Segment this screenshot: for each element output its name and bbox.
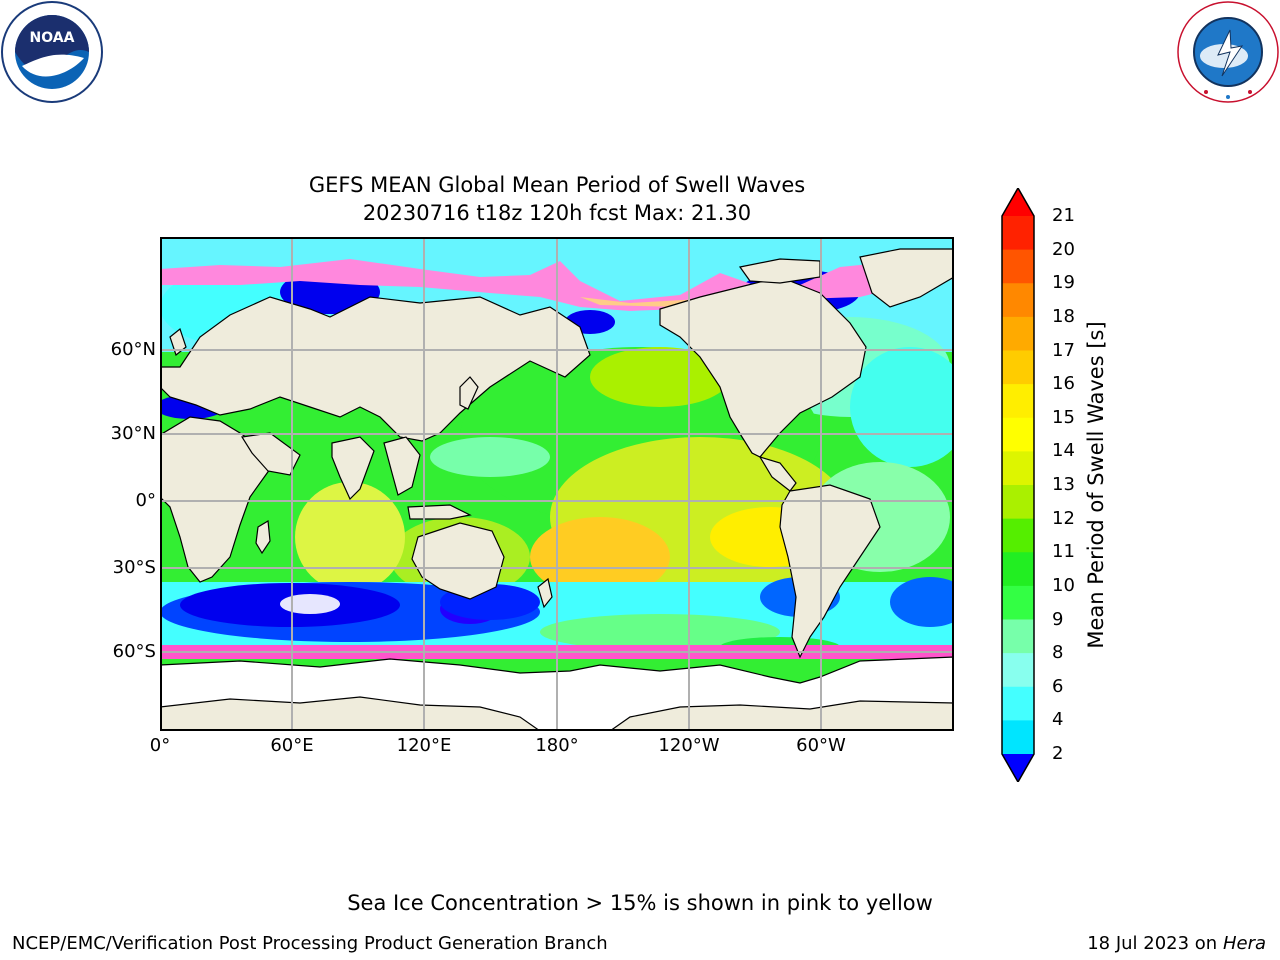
colorbar-segment xyxy=(1002,485,1034,520)
colorbar-segment xyxy=(1002,384,1034,419)
colorbar-tick-label: 19 xyxy=(1052,272,1075,294)
lon-label: 180° xyxy=(535,735,579,756)
colorbar-tick-label: 14 xyxy=(1052,440,1075,462)
colorbar-tick-label: 4 xyxy=(1052,709,1064,731)
lon-label: 120°W xyxy=(658,735,720,756)
lat-label: 30°N xyxy=(110,423,156,444)
lat-label: 60°S xyxy=(112,641,156,662)
footer-host: Hera xyxy=(1222,933,1266,954)
footer-date-text: 18 Jul 2023 on xyxy=(1087,933,1223,954)
colorbar-tick-label: 18 xyxy=(1052,305,1075,327)
noaa-logo-text: NOAA xyxy=(30,30,75,46)
colorbar-segment xyxy=(1002,585,1034,620)
lon-label: 0° xyxy=(149,735,171,756)
colorbar-segment xyxy=(1002,686,1034,721)
colorbar-tick-label: 16 xyxy=(1052,373,1075,395)
colorbar-segment xyxy=(1002,216,1034,251)
lat-label: 30°S xyxy=(112,557,156,578)
map-title-line1: GEFS MEAN Global Mean Period of Swell Wa… xyxy=(308,173,806,197)
colorbar xyxy=(1001,188,1035,782)
colorbar-segment xyxy=(1002,249,1034,284)
colorbar-label: Mean Period of Swell Waves [s] xyxy=(1084,321,1108,649)
footer-credit: NCEP/EMC/Verification Post Processing Pr… xyxy=(12,933,608,954)
colorbar-tick-label: 2 xyxy=(1052,743,1064,764)
colorbar-segment xyxy=(1002,518,1034,553)
colorbar-tick-label: 17 xyxy=(1052,339,1075,361)
colorbar-tick-label: 9 xyxy=(1052,608,1064,630)
colorbar-segment xyxy=(1002,552,1034,587)
footer-date: 18 Jul 2023 on Hera xyxy=(1087,933,1266,954)
colorbar-tick-label: 15 xyxy=(1052,406,1075,428)
lon-label: 60°E xyxy=(270,735,314,756)
colorbar-segment xyxy=(1002,653,1034,688)
colorbar-segment xyxy=(1002,316,1034,351)
colorbar-segment xyxy=(1002,619,1034,654)
colorbar-segment xyxy=(1002,451,1034,486)
colorbar-tick-label: 6 xyxy=(1052,675,1064,697)
colorbar-tick-label: 13 xyxy=(1052,474,1075,495)
nws-logo xyxy=(1177,1,1279,103)
colorbar-tick-label: 10 xyxy=(1052,574,1075,596)
colorbar-extend-top xyxy=(1002,188,1034,216)
noaa-logo: NOAA xyxy=(1,1,103,103)
colorbar-tick-label: 8 xyxy=(1052,642,1064,664)
swell-period-map xyxy=(160,237,954,731)
graticule xyxy=(160,237,954,731)
colorbar-segment xyxy=(1002,350,1034,385)
colorbar-segment xyxy=(1002,720,1034,755)
colorbar-tick-label: 11 xyxy=(1052,541,1075,563)
lat-label: 60°N xyxy=(110,339,156,360)
lat-label: 0° xyxy=(135,490,156,511)
continents xyxy=(160,248,954,659)
colorbar-tick-label: 12 xyxy=(1052,507,1075,529)
colorbar-segment xyxy=(1002,283,1034,318)
colorbar-extend-bottom xyxy=(1002,754,1034,782)
lon-label: 60°W xyxy=(796,735,846,756)
map-title-line2: 20230716 t18z 120h fcst Max: 21.30 xyxy=(362,201,752,225)
colorbar-tick-label: 21 xyxy=(1052,205,1075,226)
colorbar-tick-label: 20 xyxy=(1052,238,1075,260)
map-frame xyxy=(160,237,954,731)
colorbar-segment xyxy=(1002,417,1034,452)
sea-ice-note: Sea Ice Concentration > 15% is shown in … xyxy=(347,891,933,915)
lon-label: 120°E xyxy=(396,735,452,756)
